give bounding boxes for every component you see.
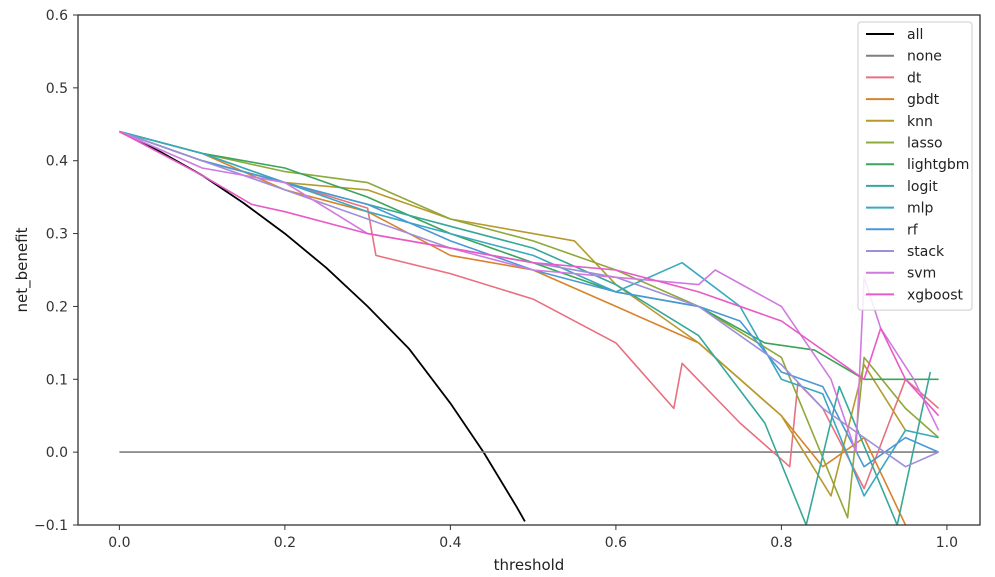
plot-frame <box>77 14 981 526</box>
x-axis: 0.0 0.2 0.4 0.6 0.8 1.0 <box>108 525 958 551</box>
x-tick-label: 0.8 <box>770 535 792 551</box>
series-line-dt <box>119 130 940 490</box>
y-tick-label: 0.1 <box>46 372 68 388</box>
y-tick-label: 0.5 <box>46 81 68 97</box>
legend-label-mlp: mlp <box>907 201 934 217</box>
legend-label-rf: rf <box>907 222 919 238</box>
legend-label-knn: knn <box>907 114 933 130</box>
y-tick-label: 0.6 <box>46 8 68 24</box>
x-tick-label: 1.0 <box>936 535 958 551</box>
legend-label-none: none <box>907 49 942 65</box>
y-axis-label: net_benefit <box>13 227 32 312</box>
series-line-mlp <box>119 130 939 497</box>
legend-label-xgboost: xgboost <box>907 287 963 303</box>
series-line-xgboost <box>119 130 940 417</box>
x-tick-label: 0.2 <box>274 535 296 551</box>
y-tick-label: 0.2 <box>46 299 68 315</box>
y-tick-label: 0.3 <box>46 227 68 243</box>
x-tick-label: 0.4 <box>439 535 461 551</box>
legend-label-dt: dt <box>907 70 922 86</box>
legend-label-lasso: lasso <box>907 136 943 152</box>
legend: all none dt gbdt knn lasso lightgbm logit mlp rf s… <box>857 21 973 311</box>
legend-label-gbdt: gbdt <box>907 92 940 108</box>
series-line-gbdt <box>119 130 907 525</box>
legend-label-logit: logit <box>907 179 938 195</box>
legend-label-lightgbm: lightgbm <box>907 157 969 173</box>
legend-label-all: all <box>907 27 923 43</box>
x-tick-label: 0.6 <box>605 535 627 551</box>
series-layer <box>119 130 940 525</box>
legend-box <box>857 21 973 311</box>
series-line-knn <box>119 130 907 497</box>
y-tick-label: 0.4 <box>46 154 68 170</box>
y-axis: −0.1 0.0 0.1 0.2 0.3 0.4 0.5 0.6 <box>34 8 78 534</box>
series-line-rf <box>119 130 939 468</box>
legend-label-stack: stack <box>907 244 945 260</box>
x-tick-label: 0.0 <box>108 535 130 551</box>
legend-label-svm: svm <box>907 266 936 282</box>
x-axis-label: threshold <box>494 556 565 574</box>
y-tick-label: 0.0 <box>46 445 68 461</box>
y-tick-label: −0.1 <box>34 518 68 534</box>
